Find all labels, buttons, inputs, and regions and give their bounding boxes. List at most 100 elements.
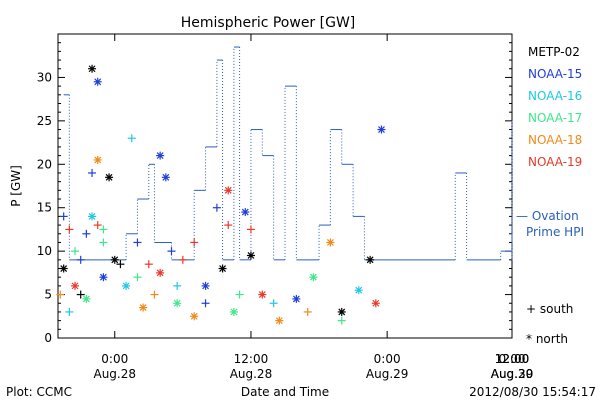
- south-marker: [190, 238, 199, 247]
- north-marker: [93, 77, 102, 86]
- north-marker: [88, 212, 97, 221]
- north-marker: [229, 307, 238, 316]
- y-axis-ticks: 0 5 10 15 20 25 30: [37, 42, 512, 345]
- y-tick-label: 20: [37, 157, 52, 171]
- north-marker: [99, 273, 108, 282]
- ovation-prime-line: [63, 46, 513, 261]
- north-marker: [326, 238, 335, 247]
- south-marker: [65, 307, 74, 316]
- legend-entry: NOAA-18: [528, 133, 582, 147]
- south-marker: [59, 212, 68, 221]
- north-marker: [246, 251, 255, 260]
- north-marker: [241, 208, 250, 217]
- x-axis-ticks: 0:00Aug.2812:00Aug.280:00Aug.2912:00Aug.…: [93, 34, 533, 381]
- x-tick-time: 12:00: [234, 352, 269, 366]
- x-tick-time: 12:00: [495, 352, 530, 366]
- north-marker: [224, 186, 233, 195]
- south-marker: [88, 168, 97, 177]
- south-marker: [173, 281, 182, 290]
- y-tick-label: 30: [37, 70, 52, 84]
- x-tick-date: Aug.28: [230, 367, 273, 381]
- x-tick-date: Aug.30: [491, 367, 534, 381]
- north-marker: [292, 294, 301, 303]
- north-marker: [201, 281, 210, 290]
- south-marker: [246, 225, 255, 234]
- south-marker: [76, 290, 85, 299]
- north-marker: [366, 255, 375, 264]
- south-marker: [212, 203, 221, 212]
- legend-ovation-label: Prime HPI: [526, 225, 584, 239]
- south-marker: [116, 260, 125, 269]
- north-marker: [190, 312, 199, 321]
- x-tick-time: 12:00: [495, 352, 530, 366]
- legend-north-marker: * north: [526, 332, 568, 346]
- legend-entry: NOAA-19: [528, 155, 582, 169]
- legend-entry: METP-02: [528, 45, 580, 59]
- plot-credit: Plot: CCMC: [6, 385, 72, 399]
- north-marker: [354, 286, 363, 295]
- x-tick-date: Aug.29: [366, 367, 409, 381]
- legend-south-marker: + south: [526, 302, 573, 316]
- plot-border: [57, 33, 513, 339]
- south-marker: [76, 255, 85, 264]
- x-tick-date: Aug.30: [491, 367, 534, 381]
- south-marker: [133, 273, 142, 282]
- south-marker: [82, 229, 91, 238]
- south-marker: [56, 290, 65, 299]
- south-marker: [178, 255, 187, 264]
- south-marker: [235, 290, 244, 299]
- y-tick-label: 25: [37, 114, 52, 128]
- y-axis-label: P [GW]: [9, 165, 23, 207]
- south-marker: [224, 221, 233, 230]
- satellite-markers: [56, 64, 386, 325]
- x-tick-date: Aug.29: [491, 367, 534, 381]
- legend: METP-02 NOAA-15 NOAA-16 NOAA-17 NOAA-18 NOAA-…: [516, 45, 584, 346]
- legend-ovation-label: — Ovation: [516, 209, 579, 223]
- y-tick-label: 15: [37, 201, 52, 215]
- south-marker: [201, 299, 210, 308]
- south-marker: [144, 260, 153, 269]
- north-marker: [71, 281, 80, 290]
- north-marker: [337, 307, 346, 316]
- south-marker: [65, 225, 74, 234]
- south-marker: [127, 134, 136, 143]
- south-marker: [150, 290, 159, 299]
- y-tick-label: 5: [44, 288, 52, 302]
- north-marker: [161, 173, 170, 182]
- south-marker: [99, 238, 108, 247]
- north-marker: [93, 155, 102, 164]
- chart-title: Hemispheric Power [GW]: [181, 15, 356, 31]
- north-marker: [258, 290, 267, 299]
- north-marker: [309, 273, 318, 282]
- x-axis-label: Date and Time: [241, 385, 329, 399]
- north-marker: [122, 281, 131, 290]
- north-marker: [371, 299, 380, 308]
- y-tick-label: 0: [44, 331, 52, 345]
- north-marker: [275, 316, 284, 325]
- south-marker: [303, 307, 312, 316]
- legend-entry: NOAA-15: [528, 67, 582, 81]
- south-marker: [133, 238, 142, 247]
- legend-entry: NOAA-17: [528, 111, 582, 125]
- north-marker: [218, 264, 227, 273]
- north-marker: [139, 303, 148, 312]
- plot-frame: [57, 33, 513, 339]
- plot-timestamp: 2012/08/30 15:54:17: [469, 385, 596, 399]
- south-marker: [99, 225, 108, 234]
- legend-entry: NOAA-16: [528, 89, 582, 103]
- north-marker: [156, 268, 165, 277]
- north-marker: [110, 255, 119, 264]
- south-marker: [337, 316, 346, 325]
- north-marker: [156, 151, 165, 160]
- south-marker: [269, 299, 278, 308]
- north-marker: [173, 299, 182, 308]
- north-marker: [377, 125, 386, 134]
- north-marker: [82, 294, 91, 303]
- north-marker: [105, 173, 114, 182]
- south-marker: [71, 247, 80, 256]
- y-tick-label: 10: [37, 244, 52, 258]
- x-tick-time: 0:00: [374, 352, 401, 366]
- x-tick-time: 0:00: [499, 352, 526, 366]
- south-marker: [93, 221, 102, 230]
